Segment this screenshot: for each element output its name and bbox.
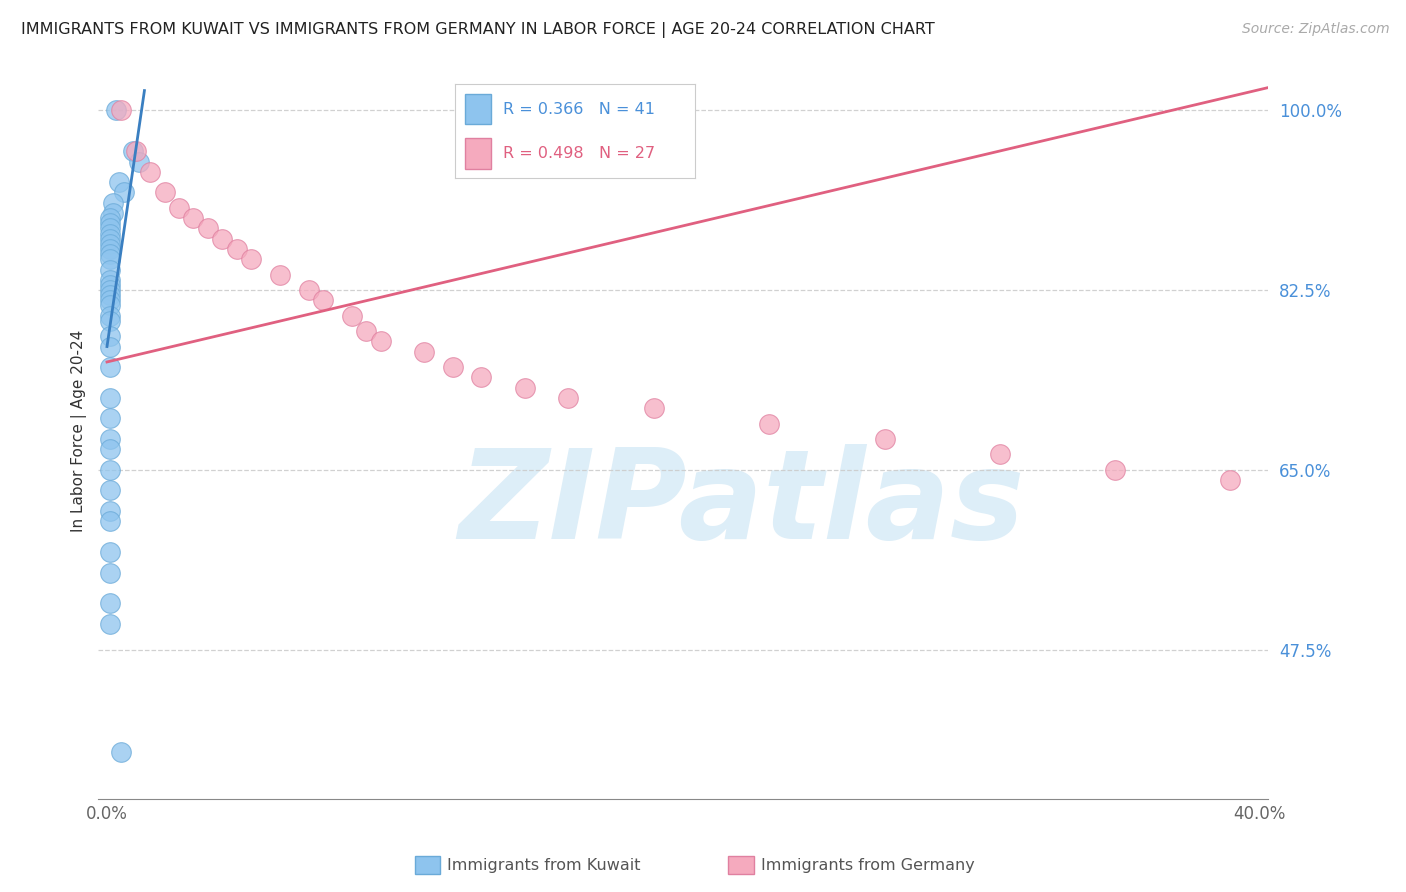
Point (98, 242, 121, 256)
Point (312, 293, 335, 308)
Point (98, 340, 121, 354)
Text: Source: ZipAtlas.com: Source: ZipAtlas.com (1241, 22, 1389, 37)
Point (101, 195, 124, 210)
Point (98, 314, 121, 328)
Point (110, 103, 132, 118)
Point (98, 216, 121, 230)
Point (110, 745, 132, 759)
Point (441, 360, 464, 375)
Point (988, 447, 1011, 461)
Point (98, 483, 121, 498)
Point (98, 298, 121, 312)
Point (98, 227, 121, 241)
Point (354, 324, 377, 338)
Point (758, 417, 780, 431)
Point (98, 596, 121, 610)
Point (107, 175, 129, 189)
Point (98, 442, 121, 457)
Point (340, 309, 363, 323)
Point (153, 186, 176, 200)
Point (98, 360, 121, 375)
Point (98, 329, 121, 343)
Point (98, 411, 121, 425)
Point (370, 334, 392, 349)
Point (873, 432, 896, 446)
Point (125, 145, 148, 159)
Text: Immigrants from Germany: Immigrants from Germany (761, 858, 974, 872)
Point (112, 186, 135, 200)
Point (128, 154, 150, 169)
Point (101, 206, 124, 220)
Point (98, 309, 121, 323)
Point (167, 201, 190, 215)
Point (98, 247, 121, 261)
Point (470, 370, 492, 384)
Point (98, 252, 121, 267)
Point (98, 236, 121, 251)
Point (98, 221, 121, 235)
Point (98, 432, 121, 446)
Point (98, 211, 121, 226)
Point (122, 145, 145, 159)
Point (98, 566, 121, 580)
Point (557, 391, 579, 405)
Point (98, 288, 121, 302)
Point (98, 616, 121, 631)
Text: IMMIGRANTS FROM KUWAIT VS IMMIGRANTS FROM GERMANY IN LABOR FORCE | AGE 20-24 COR: IMMIGRANTS FROM KUWAIT VS IMMIGRANTS FRO… (21, 22, 935, 38)
Point (98, 293, 121, 308)
Point (1104, 463, 1126, 477)
Point (98, 283, 121, 297)
Point (98, 545, 121, 559)
Point (1219, 473, 1241, 487)
Point (211, 232, 233, 246)
Point (98, 273, 121, 287)
Point (98, 232, 121, 246)
Point (98, 262, 121, 277)
Point (98, 463, 121, 477)
Point (643, 401, 665, 416)
Point (98, 391, 121, 405)
Y-axis label: In Labor Force | Age 20-24: In Labor Force | Age 20-24 (72, 330, 87, 533)
Point (197, 221, 219, 235)
Point (98, 514, 121, 528)
Point (269, 268, 291, 282)
Point (183, 211, 205, 226)
Point (297, 283, 319, 297)
Point (240, 252, 263, 267)
Text: Immigrants from Kuwait: Immigrants from Kuwait (447, 858, 641, 872)
Text: ZIPatlas: ZIPatlas (458, 444, 1025, 566)
Point (98, 277, 121, 292)
Point (98, 504, 121, 518)
Point (412, 344, 434, 359)
Point (513, 381, 536, 395)
Point (225, 242, 247, 256)
Point (139, 165, 162, 179)
Point (104, 103, 127, 118)
